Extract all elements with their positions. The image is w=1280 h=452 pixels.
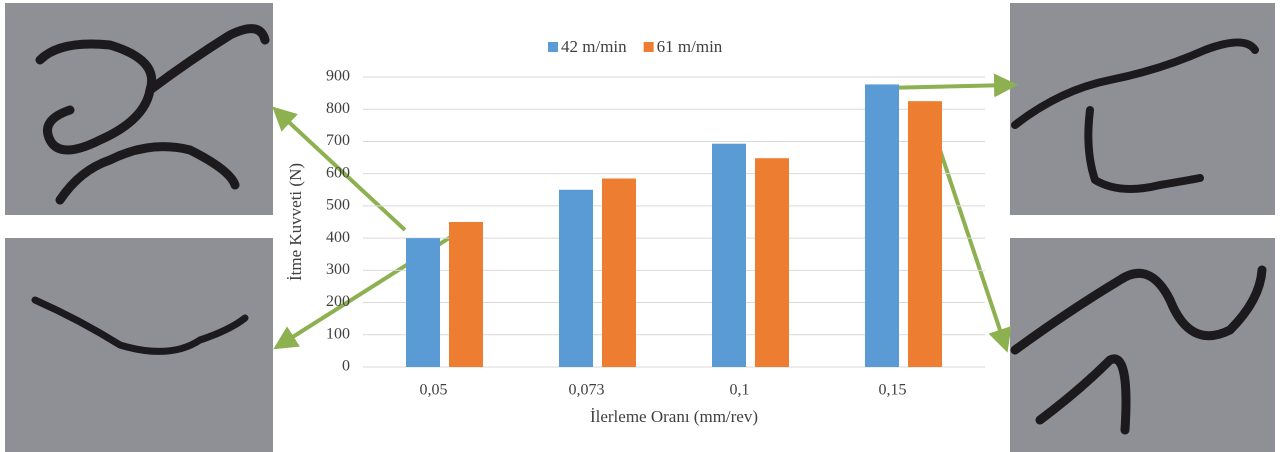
chip — [1010, 265, 1267, 435]
y-tick-label: 100 — [326, 325, 350, 342]
photo — [1010, 3, 1275, 215]
chip — [35, 24, 270, 205]
y-tick-label: 400 — [326, 229, 350, 246]
legend-label: 61 m/min — [657, 37, 723, 56]
y-tick-label: 300 — [326, 261, 350, 278]
bar — [755, 158, 789, 367]
bar — [449, 222, 483, 367]
chip — [31, 296, 249, 355]
arrows — [272, 73, 1018, 353]
bar — [865, 84, 899, 368]
photo — [5, 238, 273, 452]
y-tick-label: 700 — [326, 132, 350, 149]
legend-label: 42 m/min — [561, 37, 627, 56]
legend-swatch — [643, 42, 654, 52]
legend-swatch — [548, 42, 558, 52]
arrow — [272, 106, 407, 232]
y-tick-label: 900 — [326, 68, 350, 85]
x-tick-label: 0,15 — [879, 382, 907, 399]
photos — [5, 3, 1275, 452]
y-axis-label: İtme Kuvveti (N) — [286, 163, 305, 281]
x-tick-label: 0,073 — [569, 382, 605, 399]
y-tick-label: 500 — [326, 197, 350, 214]
y-tick-label: 600 — [326, 164, 350, 181]
bar — [712, 143, 746, 367]
y-tick-label: 800 — [326, 100, 350, 117]
x-tick-label: 0,1 — [730, 382, 750, 399]
x-axis-label: İlerleme Oranı (mm/rev) — [590, 407, 758, 426]
bar — [406, 238, 440, 367]
chip — [1011, 38, 1259, 193]
x-tick-label: 0,05 — [420, 382, 448, 399]
y-tick-label: 0 — [342, 358, 350, 375]
y-tick-label: 200 — [326, 293, 350, 310]
arrow — [881, 73, 1018, 98]
bar — [908, 101, 942, 368]
bar — [559, 189, 593, 367]
bar — [602, 178, 636, 367]
